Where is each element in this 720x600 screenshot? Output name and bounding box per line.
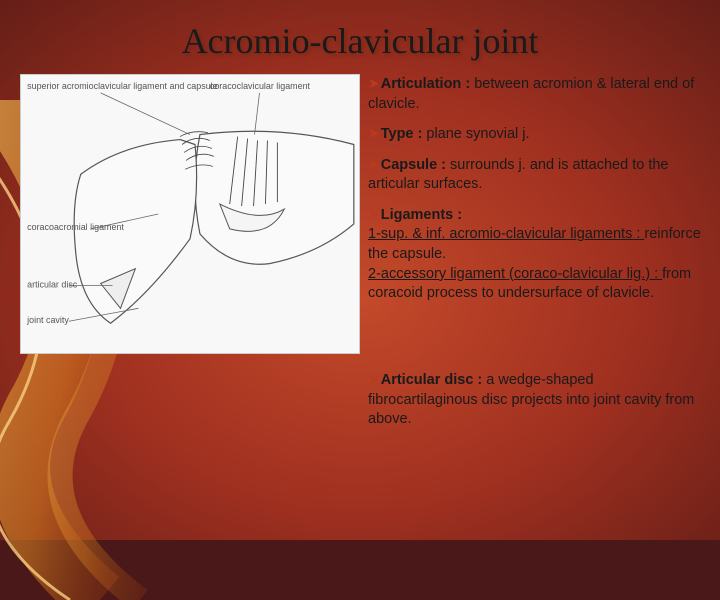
diagram-label-joint-cavity: joint cavity: [26, 315, 69, 325]
bullet-ligaments: ➤Ligaments : 1-sup. & inf. acromio-clavi…: [368, 205, 706, 304]
bullet-label: Articular disc :: [381, 372, 487, 388]
bullet-label: Articulation :: [381, 76, 474, 92]
bullet-type: ➤Type : plane synovial j.: [368, 124, 706, 145]
bullet-icon: ➤: [368, 206, 380, 222]
bullet-list: ➤Articulation : between acromion & later…: [368, 74, 706, 314]
bullet-articular-disc: ➤Articular disc : a wedge-shaped fibroca…: [368, 370, 706, 440]
diagram-label-coraco-lig: coracoclavicular ligament: [210, 81, 311, 91]
bullet-icon: ➤: [368, 156, 380, 172]
bullet-capsule: ➤Capsule : surrounds j. and is attached …: [368, 155, 706, 195]
diagram-label-art-disc: articular disc: [27, 279, 78, 289]
bullet-articulation: ➤Articulation : between acromion & later…: [368, 74, 706, 114]
anatomical-diagram: superior acromioclavicular ligament and …: [20, 74, 360, 354]
diagram-label-sup-lig: superior acromioclavicular ligament and …: [27, 81, 217, 91]
bullet-icon: ➤: [368, 371, 380, 387]
bullet-label: Capsule :: [381, 157, 450, 173]
sub-ligament-1-u: 1-sup. & inf. acromio-clavicular ligamen…: [368, 226, 644, 242]
diagram-label-coracoacromial: coracoacromial ligament: [27, 222, 124, 232]
bullet-label: Ligaments :: [381, 207, 462, 223]
sub-ligament-2-u: 2-accessory ligament (coraco-clavicular …: [368, 266, 662, 282]
bullet-icon: ➤: [368, 75, 380, 91]
bullet-label: Type :: [381, 126, 427, 142]
bullet-icon: ➤: [368, 125, 380, 141]
bullet-text: plane synovial j.: [426, 126, 529, 142]
slide-title: Acromio-clavicular joint: [0, 20, 720, 62]
